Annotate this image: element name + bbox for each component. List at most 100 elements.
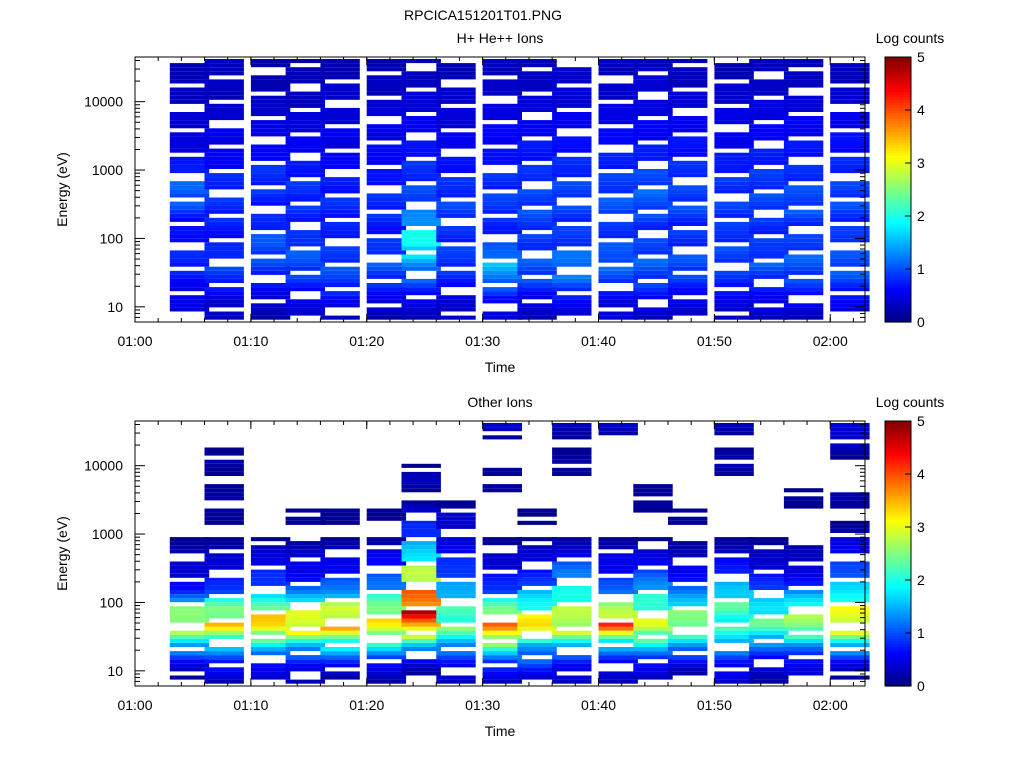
heatmap-cell [401,569,441,574]
heatmap-cell [714,278,754,283]
heatmap-cell [633,181,673,186]
heatmap-cell [401,246,441,251]
heatmap-cell [366,655,407,660]
heatmap-cell [204,606,244,611]
heatmap-cell [204,671,244,676]
heatmap-cell [749,107,789,112]
heatmap-cell [598,671,638,676]
heatmap-cell [783,311,824,316]
heatmap-cell [250,626,291,631]
heatmap-cell [714,590,754,595]
heatmap-cell [783,234,824,239]
colorbar-swatch [885,630,911,634]
heatmap-cell [401,266,441,271]
heatmap-cell [783,569,824,574]
heatmap-cell [401,164,441,169]
heatmap-cell [598,675,638,680]
heatmap-cell [830,655,870,660]
heatmap-cell [517,307,557,312]
heatmap-cell [668,99,708,104]
heatmap-cell [482,590,522,595]
heatmap-cell [633,59,673,64]
colorbar-swatch [885,511,911,515]
heatmap-cell [401,480,441,485]
colorbar-label: Log counts [876,30,945,46]
heatmap-cell [436,606,476,611]
heatmap-cell [169,307,210,312]
colorbar-swatch [885,245,911,249]
heatmap-cell [749,634,789,639]
heatmap-cell [783,254,824,259]
heatmap-cell [436,500,476,505]
heatmap-cell [285,164,325,169]
heatmap-cell [517,295,557,300]
heatmap-cell [366,537,407,542]
heatmap-cell [552,209,592,214]
heatmap-cell [598,537,638,542]
heatmap-cell [633,156,673,161]
heatmap-cell [749,148,789,153]
heatmap-cell [320,254,360,259]
heatmap-cell [598,173,638,178]
heatmap-cell [401,95,441,100]
heatmap-cell [668,671,708,676]
heatmap-cell [714,185,754,190]
heatmap-cell [366,573,407,578]
heatmap-cell [366,213,407,218]
heatmap-cell [830,423,870,428]
heatmap-cell [285,647,325,652]
heatmap-cell [668,610,708,615]
colorbar-swatch [885,476,911,480]
heatmap-cell [714,291,754,296]
heatmap-cell [366,124,407,129]
heatmap-cell [401,545,441,550]
colorbar-swatch [885,316,911,320]
heatmap-cell [250,602,291,607]
heatmap-cell [320,250,360,255]
heatmap-cell [320,177,360,182]
colorbar-swatch [885,534,911,539]
heatmap-cell [436,205,476,210]
colorbar-swatch [885,474,911,478]
heatmap-cell [436,140,476,145]
heatmap-cell [366,128,407,133]
heatmap-cell [783,634,824,639]
x-tick-label: 01:10 [233,697,268,713]
heatmap-cell [366,630,407,635]
heatmap-cell [285,311,325,316]
colorbar-swatch [885,149,911,153]
heatmap-cell [517,246,557,251]
heatmap-cell [783,581,824,586]
heatmap-cell [169,262,210,267]
heatmap-cell [633,655,673,660]
heatmap-cell [749,642,789,647]
heatmap-cell [169,569,210,574]
heatmap-cell [401,315,441,320]
heatmap-cell [552,634,592,639]
heatmap-cell [633,561,673,566]
colorbar-swatch [885,70,911,74]
heatmap-cell [749,246,789,251]
heatmap-cell [633,667,673,672]
heatmap-cell [366,107,407,112]
heatmap-cell [830,585,870,590]
heatmap-cell [714,221,754,226]
heatmap-cell [250,537,291,542]
heatmap-cell [517,315,557,320]
heatmap-cell [204,537,244,542]
heatmap-cell [783,193,824,198]
heatmap-cell [598,427,638,432]
heatmap-cell [749,91,789,96]
heatmap-cell [552,594,592,599]
heatmap-cell [598,541,638,546]
heatmap-cell [320,508,360,513]
colorbar-swatch [885,163,911,167]
heatmap-cell [285,274,325,279]
y-tick-label: 1000 [92,526,123,542]
heatmap-cell [204,561,244,566]
heatmap-cell [169,234,210,239]
colorbar-swatch [885,78,911,82]
colorbar-swatch [885,484,911,488]
colorbar-swatch [885,141,911,146]
